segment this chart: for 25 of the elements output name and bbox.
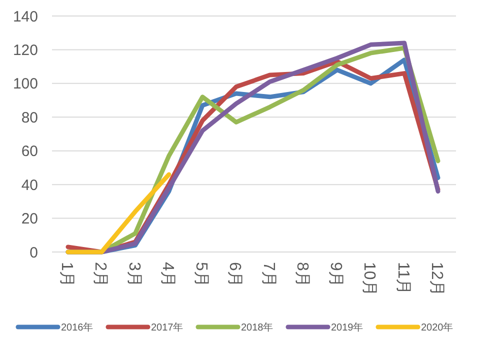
y-tick-label: 60 [21, 143, 38, 160]
x-tick-label: 3月 [125, 262, 142, 287]
y-tick-label: 40 [21, 176, 38, 194]
x-tick-label: 5月 [192, 262, 210, 287]
legend-label: 2016年 [61, 322, 94, 334]
x-tick-label: 9月 [327, 262, 344, 287]
x-tick-label: 2月 [92, 262, 109, 287]
y-tick-label: 20 [21, 210, 38, 228]
x-tick-label: 7月 [260, 262, 277, 287]
x-tick-label: 6月 [226, 262, 244, 287]
y-tick-label: 120 [12, 42, 38, 59]
legend-label: 2017年 [151, 322, 184, 334]
x-tick-label: 1月 [58, 262, 75, 287]
x-tick-label: 12月 [428, 262, 445, 296]
x-tick-label: 8月 [293, 262, 310, 287]
x-tick-label: 10月 [360, 262, 378, 296]
legend-label: 2018年 [241, 322, 274, 334]
y-tick-label: 100 [12, 76, 38, 93]
y-tick-label: 80 [21, 109, 38, 126]
legend-label: 2019年 [331, 322, 364, 334]
legend-label: 2020年 [421, 322, 454, 334]
x-tick-label: 11月 [394, 262, 412, 295]
y-tick-label: 140 [12, 8, 38, 26]
y-tick-label: 0 [30, 244, 38, 262]
x-tick-label: 4月 [158, 262, 176, 287]
